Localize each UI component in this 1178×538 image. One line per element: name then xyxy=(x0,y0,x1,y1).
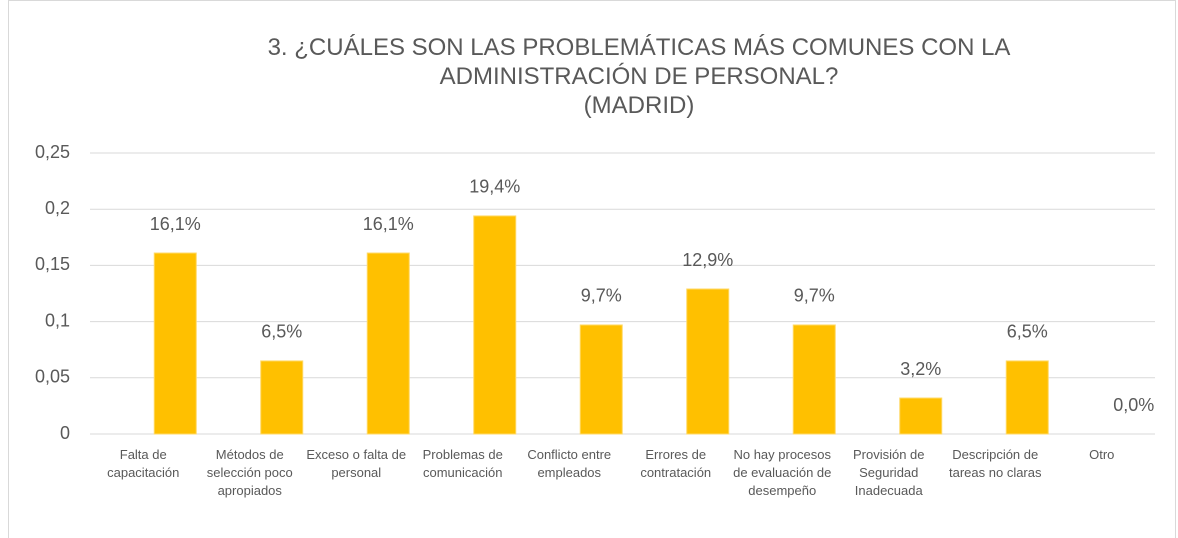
data-label: 9,7% xyxy=(581,286,622,306)
data-label: 0,0% xyxy=(1113,395,1154,415)
data-label: 19,4% xyxy=(469,177,520,197)
data-label: 6,5% xyxy=(261,322,302,342)
x-tick-label: Falta de capacitación xyxy=(107,447,180,480)
y-tick-label: 0,15 xyxy=(35,254,70,274)
bar xyxy=(473,215,517,435)
x-tick-label: No hay procesos de evaluación de desempe… xyxy=(733,447,832,498)
x-tick-label: Exceso o falta de personal xyxy=(306,447,407,480)
data-label: 16,1% xyxy=(150,214,201,234)
x-tick-label: Otro xyxy=(1089,447,1115,462)
data-label: 16,1% xyxy=(363,214,414,234)
bar xyxy=(366,252,410,435)
bar xyxy=(792,324,836,435)
bar xyxy=(153,252,197,435)
data-label: 6,5% xyxy=(1007,322,1048,342)
bar xyxy=(260,360,304,435)
data-label: 12,9% xyxy=(682,250,733,270)
y-tick-label: 0 xyxy=(60,423,70,443)
x-tick-label: Problemas de comunicación xyxy=(422,447,503,480)
x-tick-label: Métodos de selección poco apropiados xyxy=(206,447,293,498)
chart-title: 3. ¿CUÁLES SON LAS PROBLEMÁTICAS MÁS COM… xyxy=(267,34,1011,90)
bar xyxy=(1005,360,1049,435)
chart-subtitle: (MADRID) xyxy=(583,92,695,119)
y-tick-label: 0,05 xyxy=(35,367,70,387)
x-tick-label: Conflicto entre empleados xyxy=(527,447,612,480)
y-tick-label: 0,25 xyxy=(35,142,70,162)
x-tick-label: Descripción de tareas no claras xyxy=(949,447,1042,480)
x-tick-label: Errores de contratación xyxy=(640,447,712,480)
chart-frame xyxy=(8,0,1176,538)
y-tick-label: 0,1 xyxy=(45,310,70,330)
bar xyxy=(899,397,943,435)
data-label: 3,2% xyxy=(900,359,941,379)
bar xyxy=(686,288,730,435)
data-label: 9,7% xyxy=(794,286,835,306)
y-tick-label: 0,2 xyxy=(45,198,70,218)
x-tick-label: Provisión de Seguridad Inadecuada xyxy=(852,447,925,498)
bar xyxy=(579,324,623,435)
